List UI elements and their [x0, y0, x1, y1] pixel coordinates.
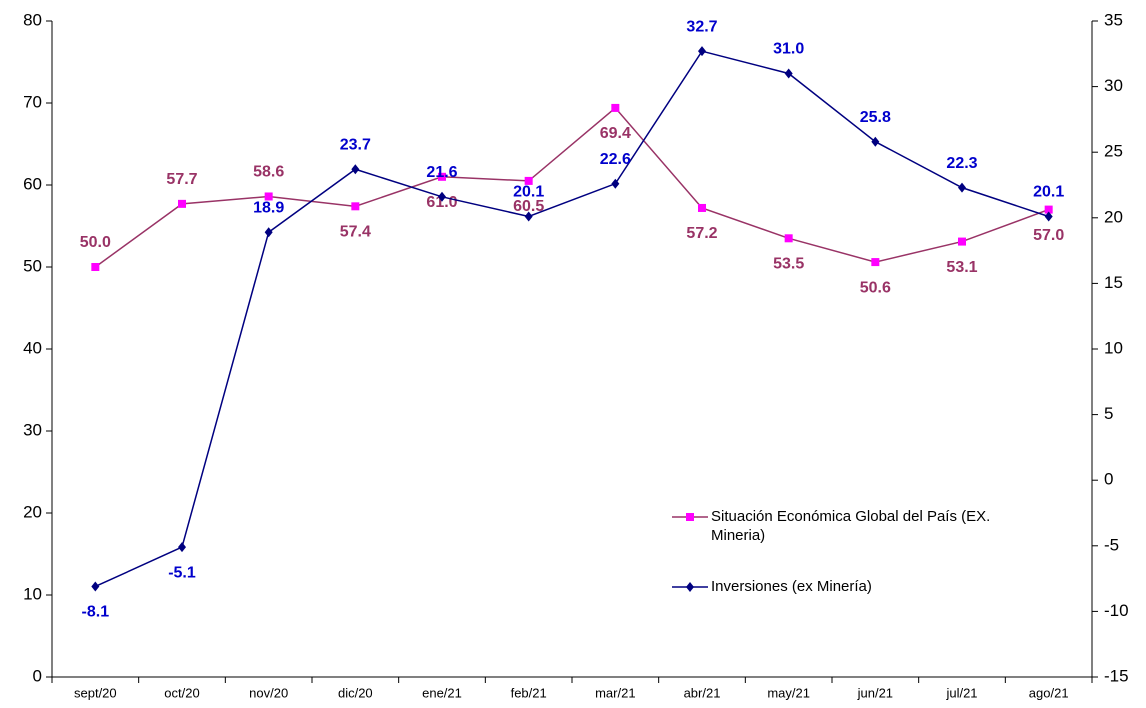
y-tick-label: 30	[23, 420, 42, 439]
value-label: 53.5	[773, 256, 804, 273]
marker	[178, 199, 186, 208]
marker	[958, 237, 966, 246]
marker	[698, 46, 706, 57]
value-label: 57.2	[686, 225, 717, 242]
value-label: 32.7	[686, 18, 717, 35]
value-label: -5.1	[168, 564, 196, 581]
marker	[178, 542, 186, 553]
marker	[264, 192, 273, 201]
value-label: 57.0	[1033, 227, 1064, 244]
y2-tick-label: 30	[1104, 76, 1123, 95]
marker	[958, 182, 966, 193]
marker	[784, 234, 793, 243]
y2-tick-label: -15	[1104, 666, 1129, 685]
value-label: 57.7	[166, 171, 197, 188]
series-line	[94, 106, 1049, 268]
value-label: 69.4	[600, 125, 631, 142]
y-tick-label: 20	[23, 502, 42, 521]
y2-tick-label: 25	[1104, 142, 1123, 161]
y-tick-label: 60	[23, 174, 42, 193]
marker	[611, 178, 620, 189]
marker	[871, 136, 880, 147]
y2-tick-label: 20	[1104, 207, 1123, 226]
value-label: 58.6	[253, 164, 284, 181]
x-tick-label: ago/21	[1029, 685, 1069, 700]
marker	[784, 68, 793, 79]
marker	[1044, 205, 1053, 214]
y-tick-label: 70	[23, 92, 42, 111]
y2-tick-label: 10	[1104, 338, 1123, 357]
value-label: 25.8	[860, 109, 891, 126]
marker	[1044, 211, 1053, 222]
value-label: 60.5	[513, 198, 544, 215]
marker	[524, 211, 533, 222]
value-label: 57.4	[340, 224, 371, 241]
value-label: 21.6	[426, 164, 457, 181]
marker	[698, 203, 706, 212]
marker	[438, 191, 446, 202]
y2-tick-label: 5	[1104, 404, 1113, 423]
value-label: 31.0	[773, 41, 804, 58]
value-label: 50.6	[860, 279, 891, 296]
y-tick-label: 0	[33, 666, 42, 685]
y-tick-label: 10	[23, 584, 42, 603]
legend-entry: Situación Económica Global del País (EX.…	[711, 508, 991, 544]
x-tick-label: ene/21	[422, 685, 462, 700]
marker	[351, 202, 360, 211]
value-label: 18.9	[253, 199, 284, 216]
value-label: 23.7	[340, 136, 371, 153]
marker	[871, 258, 880, 267]
marker	[264, 227, 273, 238]
x-tick-label: may/21	[767, 685, 810, 700]
legend-marker	[686, 513, 694, 521]
value-label: 22.6	[600, 151, 631, 168]
marker	[438, 172, 446, 181]
x-tick-label: oct/20	[164, 685, 199, 700]
value-label: 22.3	[946, 155, 977, 172]
y2-tick-label: -10	[1104, 601, 1129, 620]
y-tick-label: 80	[23, 10, 42, 29]
y2-tick-label: -5	[1104, 535, 1119, 554]
y2-tick-label: 35	[1104, 10, 1123, 29]
value-label: -8.1	[82, 604, 110, 621]
x-tick-label: mar/21	[595, 685, 635, 700]
y2-tick-label: 0	[1104, 470, 1113, 489]
x-tick-label: dic/20	[338, 685, 373, 700]
x-tick-label: jun/21	[857, 685, 893, 700]
y2-tick-label: 15	[1104, 273, 1123, 292]
marker	[91, 581, 100, 592]
y-tick-label: 40	[23, 338, 42, 357]
series-line	[95, 50, 1049, 588]
marker	[351, 164, 360, 175]
value-label: 53.1	[946, 259, 977, 276]
x-tick-label: jul/21	[945, 685, 977, 700]
x-tick-label: nov/20	[249, 685, 288, 700]
value-label: 20.1	[513, 184, 544, 201]
value-label: 20.1	[1033, 184, 1064, 201]
y-tick-label: 50	[23, 256, 42, 275]
x-tick-label: abr/21	[684, 685, 721, 700]
legend-entry: Inversiones (ex Minería)	[711, 578, 872, 595]
value-label: 50.0	[80, 234, 111, 251]
legend-marker	[686, 582, 694, 592]
marker	[91, 263, 100, 271]
marker	[611, 103, 620, 112]
x-tick-label: sept/20	[74, 685, 117, 700]
marker	[524, 176, 533, 185]
x-tick-label: feb/21	[511, 685, 547, 700]
